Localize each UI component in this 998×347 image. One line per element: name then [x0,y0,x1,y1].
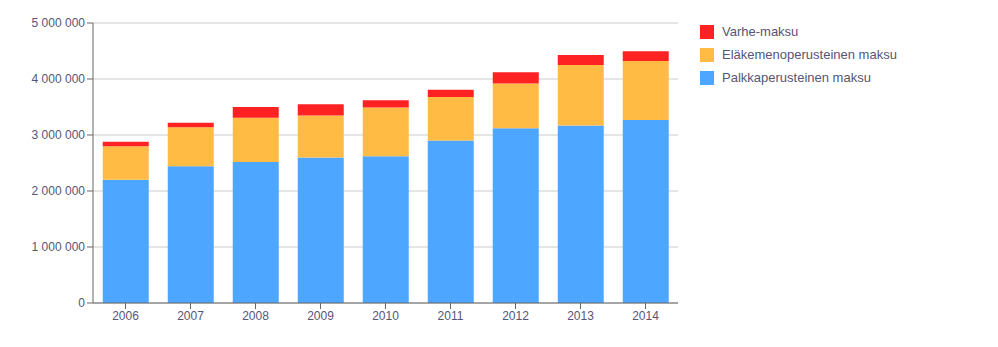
html-text:Eläkemenoperusteinen maksu: Eläkemenoperusteinen maksu [722,47,897,62]
svg-text:5 000 000: 5 000 000 [32,16,86,30]
html-text:Varhe-maksu: Varhe-maksu [722,24,799,39]
html-text:Palkkaperusteinen maksu: Palkkaperusteinen maksu [722,70,871,85]
svg-text:2014: 2014 [632,309,659,323]
svg-text:2007: 2007 [177,309,204,323]
svg-text:2011: 2011 [438,309,464,323]
svg-text:2013: 2013 [567,309,594,323]
svg-text:2010: 2010 [372,309,399,323]
svg-text:2009: 2009 [307,309,334,323]
svg-text:4 000 000: 4 000 000 [32,72,86,86]
svg-text:1 000 000: 1 000 000 [32,240,86,254]
svg-text:2 000 000: 2 000 000 [32,184,86,198]
svg-text:2012: 2012 [502,309,529,323]
svg-text:2008: 2008 [242,309,269,323]
svg-text:0: 0 [78,296,85,310]
svg-text:2006: 2006 [112,309,139,323]
svg-text:3 000 000: 3 000 000 [32,128,86,142]
